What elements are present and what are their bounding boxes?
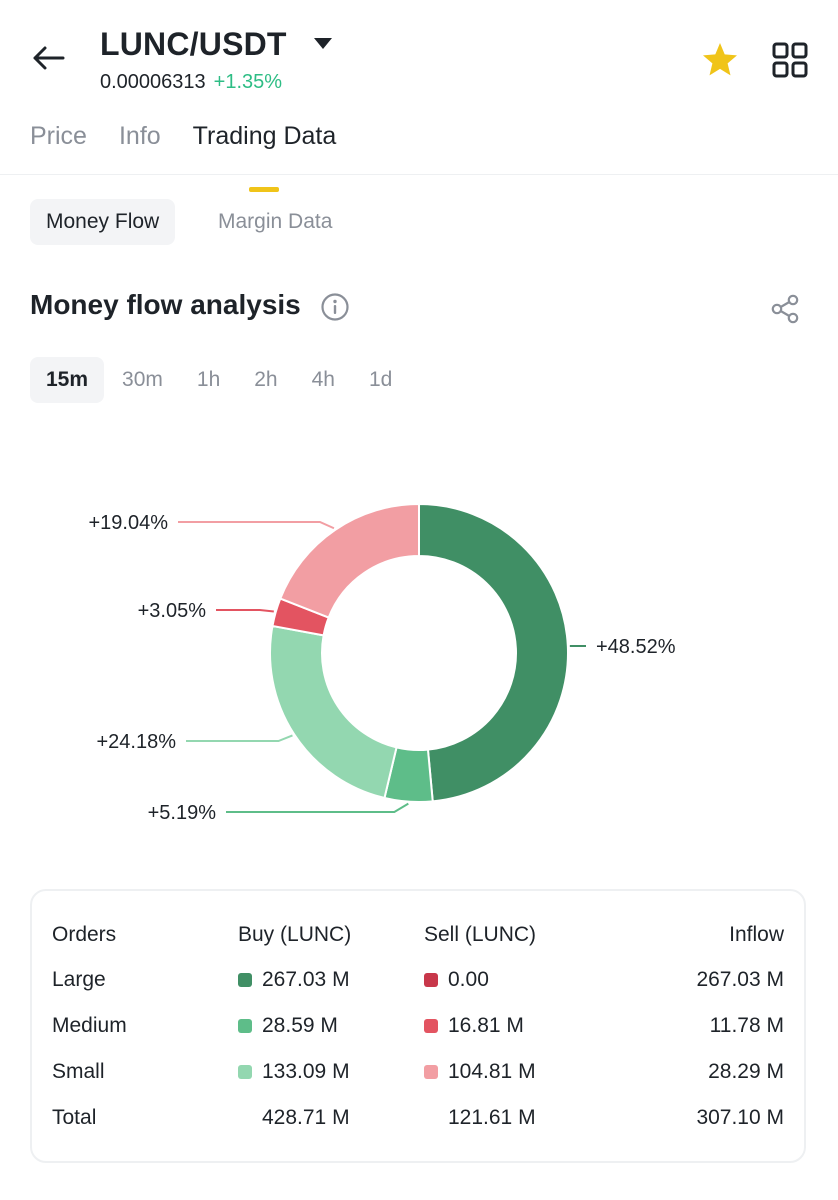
inflow-value: 28.29 M xyxy=(708,1060,784,1083)
sell-cell: 0.00 xyxy=(424,968,489,992)
money-flow-table: Orders Buy (LUNC) Sell (LUNC) Inflow Lar… xyxy=(30,889,806,1163)
tab-info[interactable]: Info xyxy=(118,122,161,150)
interval-selector: 15m 30m 1h 2h 4h 1d xyxy=(30,357,408,403)
buy-cell: 28.59 M xyxy=(238,1014,338,1038)
subtab-margin-data[interactable]: Margin Data xyxy=(218,210,333,233)
table-row: Medium 28.59 M 16.81 M 11.78 M xyxy=(52,1014,784,1044)
leader-line xyxy=(216,609,274,613)
star-icon xyxy=(703,43,737,76)
back-button[interactable] xyxy=(26,36,70,80)
interval-1d[interactable]: 1d xyxy=(368,368,393,391)
favorite-button[interactable] xyxy=(698,38,742,82)
interval-30m[interactable]: 30m xyxy=(122,368,163,391)
grid-icon xyxy=(772,42,808,78)
slice-label: +19.04% xyxy=(88,512,168,534)
sell-value: 104.81 M xyxy=(448,1060,536,1083)
donut-slice xyxy=(269,624,398,800)
sell-value: 0.00 xyxy=(448,968,489,991)
back-arrow-icon xyxy=(33,46,65,70)
table-row: Large 267.03 M 0.00 267.03 M xyxy=(52,968,784,998)
inflow-value: 11.78 M xyxy=(709,1014,784,1037)
header-inflow: Inflow xyxy=(729,923,784,946)
order-size: Medium xyxy=(52,1014,127,1037)
table-total-row: Total 428.71 M 121.61 M 307.10 M xyxy=(52,1106,784,1136)
caret-down-icon[interactable] xyxy=(312,36,334,52)
legend-swatch xyxy=(238,1019,252,1033)
total-inflow-value: 307.10 M xyxy=(696,1106,784,1129)
legend-swatch xyxy=(238,1065,252,1079)
interval-2h[interactable]: 2h xyxy=(254,368,278,391)
sell-value: 16.81 M xyxy=(448,1014,524,1037)
legend-swatch xyxy=(424,1019,438,1033)
slice-label: +5.19% xyxy=(148,802,217,824)
leader-line xyxy=(226,802,409,813)
money-flow-donut-chart: +48.52% +5.19% +24.18% +3.05% +19.04% xyxy=(88,502,676,824)
leader-line xyxy=(186,734,293,742)
slice-label: +24.18% xyxy=(96,731,176,753)
table-row: Small 133.09 M 104.81 M 28.29 M xyxy=(52,1060,784,1090)
interval-4h[interactable]: 4h xyxy=(311,368,335,391)
section-title: Money flow analysis xyxy=(30,289,301,320)
total-sell-value: 121.61 M xyxy=(448,1106,536,1129)
leader-line xyxy=(178,521,335,530)
buy-value: 267.03 M xyxy=(262,968,350,991)
buy-cell: 267.03 M xyxy=(238,968,350,992)
last-price: 0.00006313 xyxy=(100,71,206,93)
grid-menu-button[interactable] xyxy=(768,38,812,82)
pair-title[interactable]: LUNC/USDT xyxy=(100,26,287,62)
tabs-divider xyxy=(0,174,838,175)
info-icon[interactable] xyxy=(320,292,350,322)
total-buy-value: 428.71 M xyxy=(262,1106,350,1129)
interval-1h[interactable]: 1h xyxy=(196,368,221,391)
header-sell: Sell (LUNC) xyxy=(424,923,537,946)
price-row: 0.00006313 +1.35% xyxy=(100,71,282,94)
order-size: Large xyxy=(52,968,106,991)
header-buy: Buy (LUNC) xyxy=(238,923,352,946)
buy-value: 133.09 M xyxy=(262,1060,350,1083)
total-label: Total xyxy=(52,1106,97,1129)
subtab-money-flow[interactable]: Money Flow xyxy=(30,199,176,245)
interval-15m[interactable]: 15m xyxy=(30,357,105,403)
share-icon[interactable] xyxy=(768,292,802,326)
legend-swatch xyxy=(238,973,252,987)
legend-swatch xyxy=(424,973,438,987)
main-tabs: Price Info Trading Data xyxy=(30,122,336,174)
sell-cell: 16.81 M xyxy=(424,1014,524,1038)
tab-trading-data[interactable]: Trading Data xyxy=(193,122,337,174)
price-change: +1.35% xyxy=(213,71,283,93)
slice-label: +3.05% xyxy=(138,600,207,622)
order-size: Small xyxy=(52,1060,105,1083)
header-orders: Orders xyxy=(52,923,117,946)
sell-cell: 104.81 M xyxy=(424,1060,536,1084)
legend-swatch xyxy=(424,1065,438,1079)
buy-cell: 133.09 M xyxy=(238,1060,350,1084)
inflow-value: 267.03 M xyxy=(696,968,784,991)
table-header-row: Orders Buy (LUNC) Sell (LUNC) Inflow xyxy=(52,923,784,953)
slice-label: +48.52% xyxy=(596,636,676,658)
buy-value: 28.59 M xyxy=(262,1014,338,1037)
donut-slice xyxy=(418,502,569,803)
tab-price[interactable]: Price xyxy=(30,122,87,150)
donut-slice xyxy=(279,502,420,619)
